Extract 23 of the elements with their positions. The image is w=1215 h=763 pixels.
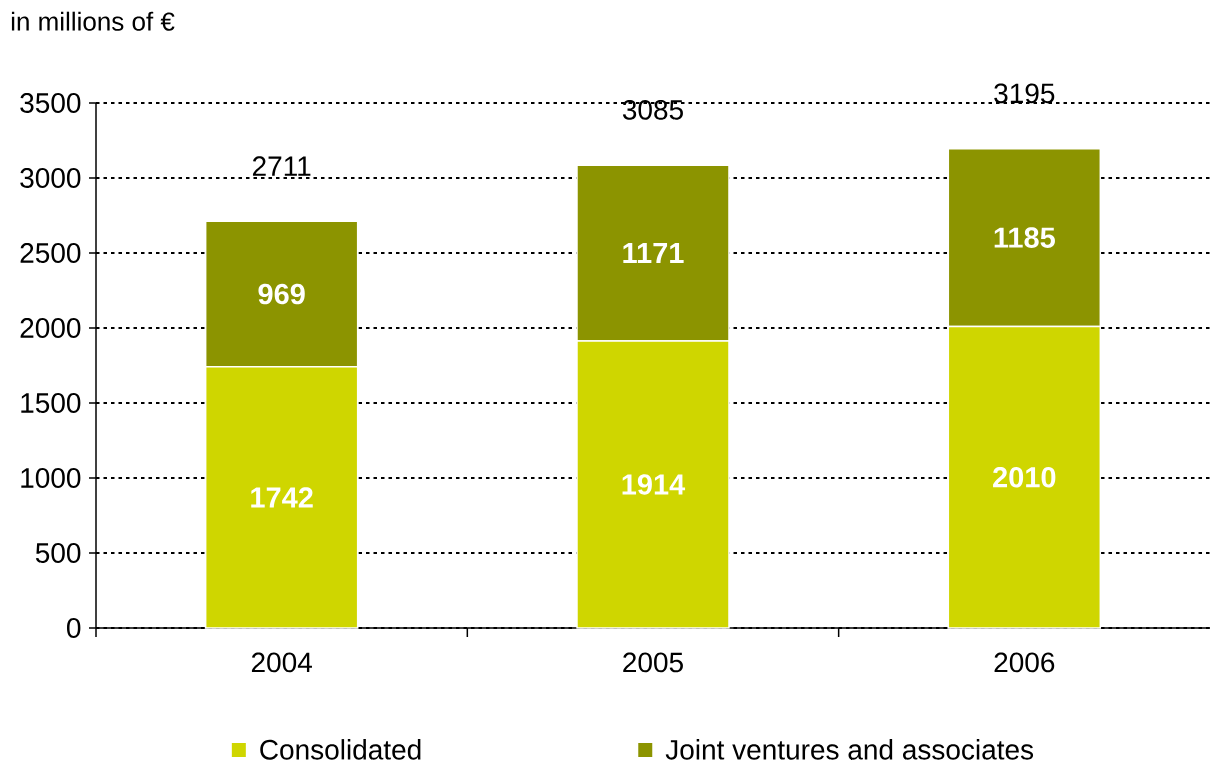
total-label: 3085	[622, 99, 683, 120]
y-tick-label: 3000	[20, 168, 81, 188]
y-tick-label: 0	[67, 618, 81, 638]
legend-label: Consolidated	[260, 739, 421, 760]
x-tick-label: 2005	[623, 652, 683, 673]
legend-label: Joint ventures and associates	[665, 739, 1034, 760]
y-tick-label: 2500	[20, 243, 81, 263]
data-label: 1171	[623, 243, 684, 264]
y-tick-label: 2000	[20, 318, 81, 338]
total-label: 3195	[994, 83, 1055, 104]
y-tick-label: 1000	[21, 468, 81, 488]
y-tick-label: 500	[35, 543, 81, 563]
x-tick-label: 2006	[994, 652, 1055, 673]
y-tick-label: 3500	[20, 93, 81, 113]
data-label: 2010	[993, 466, 1056, 488]
y-axis-title: in millions of €	[11, 11, 175, 31]
y-tick-label: 1500	[21, 393, 81, 413]
data-label: 1742	[251, 487, 313, 508]
total-label: 2711	[252, 156, 311, 176]
data-label: 1914	[622, 474, 686, 495]
data-label: 1185	[994, 227, 1055, 248]
data-label: 969	[258, 283, 305, 305]
x-tick-label: 2004	[251, 652, 312, 673]
